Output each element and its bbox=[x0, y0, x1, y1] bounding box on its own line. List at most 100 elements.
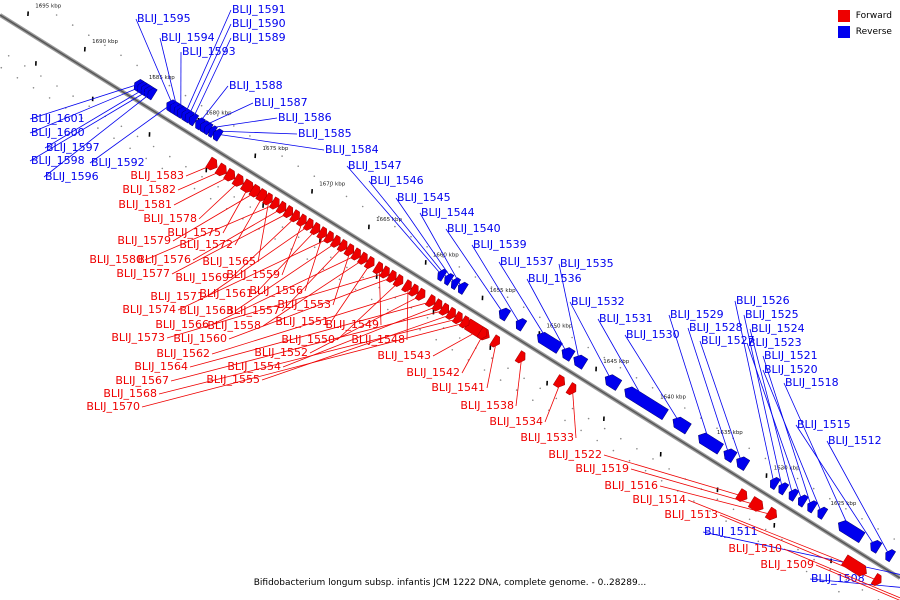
gene-label[interactable]: BLIJ_1557 bbox=[226, 304, 280, 317]
gene-blij-1525-arrow[interactable] bbox=[778, 482, 790, 496]
gene-label[interactable]: BLIJ_1584 bbox=[325, 143, 379, 156]
gene-label[interactable]: BLIJ_1529 bbox=[670, 308, 724, 321]
gene-blij-1564-arrow[interactable] bbox=[424, 294, 436, 308]
gene-blij-1526-arrow[interactable] bbox=[770, 477, 781, 491]
gene-blij-1518-arrow[interactable] bbox=[838, 520, 866, 544]
gene-label[interactable]: BLIJ_1586 bbox=[278, 111, 332, 124]
gene-label[interactable]: BLIJ_1527 bbox=[701, 334, 755, 347]
gene-label[interactable]: BLIJ_1531 bbox=[599, 312, 653, 325]
gene-label[interactable]: BLIJ_1520 bbox=[764, 363, 818, 376]
gene-label[interactable]: BLIJ_1573 bbox=[111, 331, 165, 344]
gene-label[interactable]: BLIJ_1562 bbox=[156, 347, 210, 360]
gene-blij-1553-arrow[interactable] bbox=[343, 243, 355, 257]
gene-blij-1578-arrow[interactable] bbox=[231, 173, 244, 187]
gene-label[interactable]: BLIJ_1568 bbox=[103, 387, 157, 400]
gene-label[interactable]: BLIJ_1563 bbox=[179, 304, 233, 317]
gene-blij-1542-arrow[interactable] bbox=[476, 326, 488, 340]
gene-blij-1523-arrow[interactable] bbox=[798, 494, 809, 508]
gene-label[interactable]: BLIJ_1576 bbox=[137, 253, 191, 266]
gene-blij-1533-arrow[interactable] bbox=[565, 382, 577, 396]
gene-label[interactable]: BLIJ_1585 bbox=[298, 127, 352, 140]
gene-label[interactable]: BLIJ_1519 bbox=[575, 462, 629, 475]
gene-blij-1522-arrow[interactable] bbox=[735, 488, 748, 502]
gene-label[interactable]: BLIJ_1583 bbox=[130, 169, 184, 182]
gene-label[interactable]: BLIJ_1581 bbox=[118, 198, 172, 211]
gene-blij-1541-arrow[interactable] bbox=[489, 334, 500, 348]
gene-blij-1534-arrow[interactable] bbox=[552, 374, 566, 388]
gene-blij-1596-arrow[interactable] bbox=[147, 87, 158, 101]
gene-label[interactable]: BLIJ_1515 bbox=[797, 418, 851, 431]
gene-label[interactable]: BLIJ_1544 bbox=[421, 206, 475, 219]
gene-label[interactable]: BLIJ_1569 bbox=[175, 271, 229, 284]
gene-label[interactable]: BLIJ_1542 bbox=[406, 366, 460, 379]
gene-blij-1560-arrow[interactable] bbox=[385, 269, 397, 283]
gene-blij-1532-arrow[interactable] bbox=[604, 374, 623, 391]
gene-blij-1586-arrow[interactable] bbox=[203, 122, 214, 136]
gene-label[interactable]: BLIJ_1571 bbox=[150, 290, 204, 303]
gene-label[interactable]: BLIJ_1600 bbox=[31, 126, 85, 139]
gene-blij-1537-arrow[interactable] bbox=[537, 331, 563, 354]
gene-label[interactable]: BLIJ_1535 bbox=[560, 257, 614, 270]
gene-label[interactable]: BLIJ_1539 bbox=[473, 238, 527, 251]
gene-label[interactable]: BLIJ_1566 bbox=[155, 318, 209, 331]
gene-label[interactable]: BLIJ_1574 bbox=[122, 303, 176, 316]
gene-label[interactable]: BLIJ_1587 bbox=[254, 96, 308, 109]
gene-label[interactable]: BLIJ_1533 bbox=[520, 431, 574, 444]
gene-blij-1559-arrow[interactable] bbox=[295, 213, 307, 227]
gene-label[interactable]: BLIJ_1549 bbox=[325, 318, 379, 331]
gene-blij-1536-arrow[interactable] bbox=[561, 347, 576, 362]
gene-label[interactable]: BLIJ_1526 bbox=[736, 294, 790, 307]
gene-label[interactable]: BLIJ_1525 bbox=[745, 308, 799, 321]
gene-label[interactable]: BLIJ_1591 bbox=[232, 3, 286, 16]
gene-label[interactable]: BLIJ_1509 bbox=[760, 558, 814, 571]
gene-label[interactable]: BLIJ_1575 bbox=[167, 226, 221, 239]
gene-blij-1583-arrow[interactable] bbox=[205, 156, 218, 171]
gene-label[interactable]: BLIJ_1545 bbox=[397, 191, 451, 204]
gene-label[interactable]: BLIJ_1522 bbox=[548, 448, 602, 461]
gene-label[interactable]: BLIJ_1595 bbox=[137, 12, 191, 25]
gene-label[interactable]: BLIJ_1580 bbox=[89, 253, 143, 266]
gene-label[interactable]: BLIJ_1528 bbox=[689, 321, 743, 334]
gene-label[interactable]: BLIJ_1547 bbox=[348, 159, 402, 172]
gene-label[interactable]: BLIJ_1601 bbox=[31, 112, 85, 125]
gene-label[interactable]: BLIJ_1541 bbox=[431, 381, 485, 394]
gene-label[interactable]: BLIJ_1593 bbox=[182, 45, 236, 58]
gene-blij-1531-arrow[interactable] bbox=[624, 386, 669, 421]
gene-blij-1569-arrow[interactable] bbox=[289, 209, 300, 223]
gene-blij-1550-arrow[interactable] bbox=[392, 273, 404, 287]
gene-blij-1524-arrow[interactable] bbox=[788, 488, 800, 502]
gene-blij-1562-arrow[interactable] bbox=[407, 283, 419, 297]
gene-blij-1514-arrow[interactable] bbox=[841, 554, 867, 577]
gene-label[interactable]: BLIJ_1513 bbox=[664, 508, 718, 521]
gene-blij-1558-arrow[interactable] bbox=[356, 251, 368, 265]
gene-blij-1528-arrow[interactable] bbox=[723, 448, 738, 464]
gene-blij-1516-arrow[interactable] bbox=[764, 506, 778, 521]
gene-label[interactable]: BLIJ_1523 bbox=[748, 336, 802, 349]
gene-blij-1555-arrow[interactable] bbox=[445, 306, 456, 320]
gene-blij-1527-arrow[interactable] bbox=[736, 456, 751, 472]
gene-label[interactable]: BLIJ_1564 bbox=[134, 360, 188, 373]
gene-label[interactable]: BLIJ_1537 bbox=[500, 255, 554, 268]
gene-label[interactable]: BLIJ_1598 bbox=[31, 154, 85, 167]
gene-label[interactable]: BLIJ_1594 bbox=[161, 31, 215, 44]
gene-label[interactable]: BLIJ_1534 bbox=[489, 415, 543, 428]
gene-blij-1557-arrow[interactable] bbox=[336, 238, 348, 252]
gene-blij-1580-arrow[interactable] bbox=[268, 196, 280, 210]
gene-label[interactable]: BLIJ_1521 bbox=[764, 349, 818, 362]
gene-label[interactable]: BLIJ_1592 bbox=[91, 156, 145, 169]
gene-label[interactable]: BLIJ_1510 bbox=[728, 542, 782, 555]
gene-label[interactable]: BLIJ_1508 bbox=[811, 572, 865, 585]
gene-blij-1584-arrow[interactable] bbox=[213, 128, 224, 142]
gene-label[interactable]: BLIJ_1582 bbox=[122, 183, 176, 196]
gene-label[interactable]: BLIJ_1579 bbox=[117, 234, 171, 247]
gene-label[interactable]: BLIJ_1588 bbox=[229, 79, 283, 92]
gene-label[interactable]: BLIJ_1550 bbox=[281, 333, 335, 346]
gene-blij-1529-arrow[interactable] bbox=[698, 432, 724, 455]
gene-label[interactable]: BLIJ_1572 bbox=[179, 238, 233, 251]
gene-blij-1530-arrow[interactable] bbox=[672, 416, 692, 435]
gene-label[interactable]: BLIJ_1516 bbox=[604, 479, 658, 492]
gene-label[interactable]: BLIJ_1590 bbox=[232, 17, 286, 30]
gene-label[interactable]: BLIJ_1530 bbox=[626, 328, 680, 341]
gene-label[interactable]: BLIJ_1560 bbox=[173, 332, 227, 345]
gene-label[interactable]: BLIJ_1578 bbox=[143, 212, 197, 225]
